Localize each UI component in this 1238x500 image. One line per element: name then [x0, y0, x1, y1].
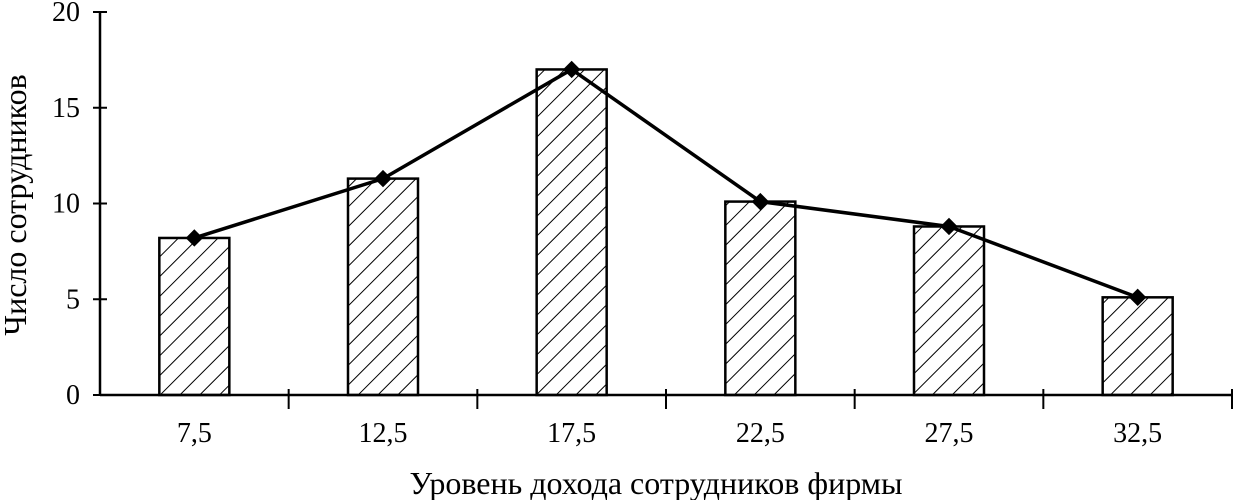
diamond-marker	[185, 229, 204, 247]
x-tick-label: 27,5	[925, 418, 974, 449]
x-axis-title: Уровень дохода сотрудников фирмы	[410, 465, 903, 500]
y-tick-label: 10	[52, 189, 80, 220]
y-tick-label: 5	[66, 284, 80, 315]
y-tick-label: 0	[66, 380, 80, 411]
x-ticks: 7,5 12,5 17,5 22,5 27,5 32,5	[177, 389, 1233, 449]
bars-layer	[158, 68, 1174, 397]
y-tick-label: 20	[52, 0, 80, 28]
frequency-polygon	[185, 60, 1147, 307]
polygon-line	[193, 67, 1139, 299]
bar	[724, 200, 797, 397]
x-tick-label: 32,5	[1113, 418, 1162, 449]
diamond-marker	[562, 60, 581, 79]
bar	[346, 177, 420, 397]
diamond-marker	[751, 192, 770, 211]
diamond-marker	[1128, 288, 1147, 307]
y-tick-label: 15	[52, 93, 80, 124]
y-ticks: 0 5 10 15 20	[52, 0, 107, 411]
bar	[535, 68, 608, 397]
bar	[1101, 296, 1174, 397]
bar	[912, 225, 986, 397]
diamond-marker	[374, 169, 392, 188]
x-tick-label: 22,5	[736, 418, 785, 449]
bar	[158, 236, 231, 397]
axes-layer	[98, 12, 1232, 397]
x-tick-label: 7,5	[177, 418, 212, 449]
x-tick-label: 12,5	[359, 418, 408, 449]
y-axis-title: Число сотрудников	[0, 74, 33, 335]
x-tick-label: 17,5	[547, 418, 596, 449]
diamond-marker	[940, 217, 958, 236]
